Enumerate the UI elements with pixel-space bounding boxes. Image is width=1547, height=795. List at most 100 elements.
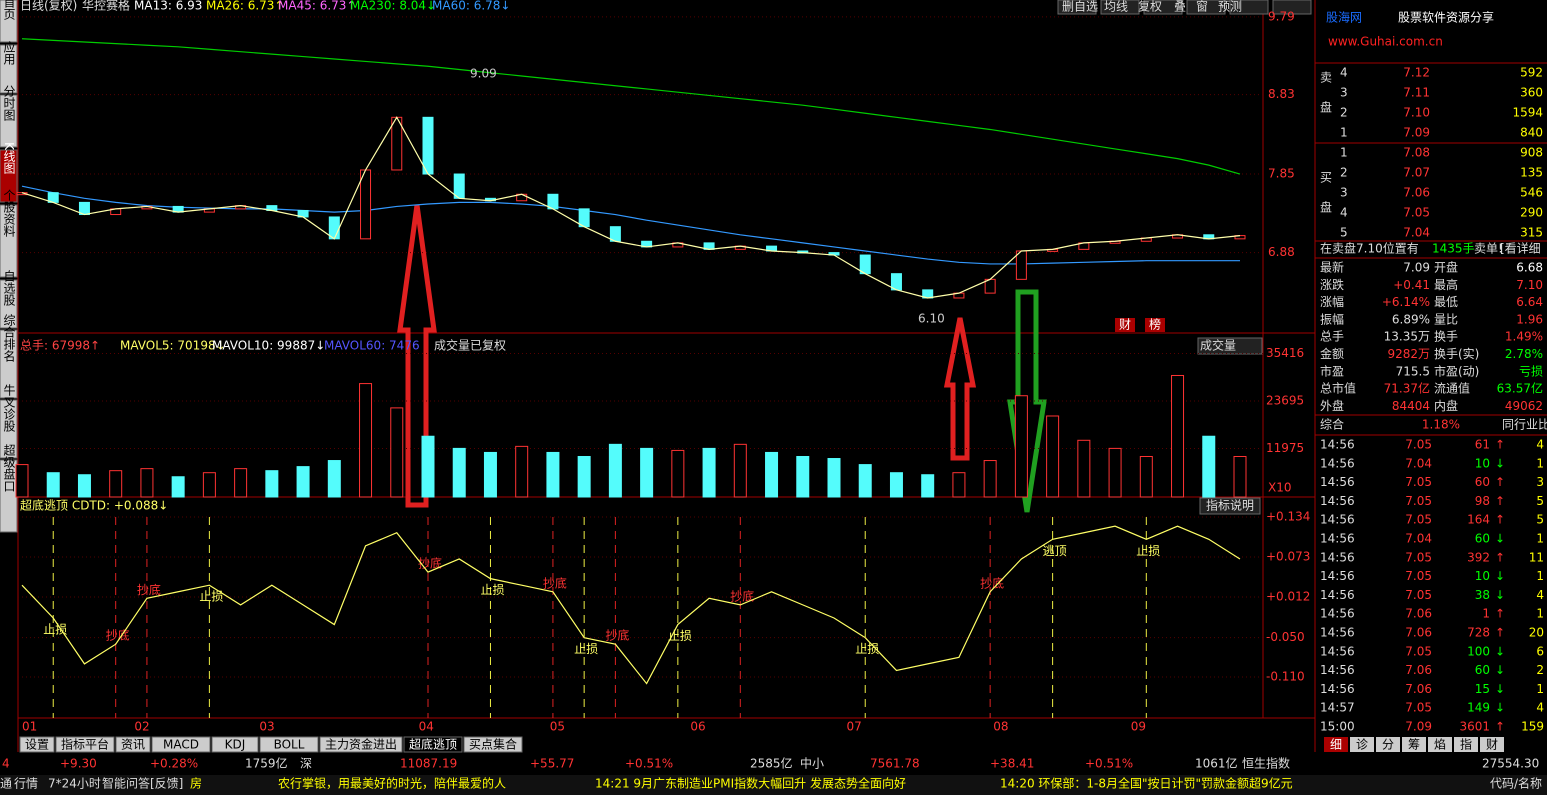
toolbar-button [1100, 0, 1140, 15]
volume-bar [1171, 374, 1185, 498]
toolbar-label[interactable]: 均线 [1104, 0, 1128, 14]
toolbar-label[interactable]: 窗 [1196, 0, 1208, 14]
toolbar-label[interactable]: 预测 [1218, 0, 1242, 14]
toolbar-label[interactable]: 叠 [1174, 0, 1186, 14]
panel-tab[interactable] [1324, 737, 1348, 752]
book-side: 盘 [1320, 100, 1332, 115]
trade-time: 14:56 [1320, 626, 1355, 640]
tab[interactable] [151, 736, 211, 753]
trade-direction: ↑ [1495, 513, 1505, 527]
sidebar-label[interactable]: 超级盘口 [2, 443, 16, 492]
panel-tab[interactable] [1402, 737, 1426, 752]
status-item: 27554.30 [1482, 757, 1539, 771]
volume-bar [577, 455, 591, 498]
y-tick-label: 6.88 [1268, 245, 1295, 259]
tab[interactable] [211, 736, 259, 753]
status-item: +55.77 [530, 757, 574, 771]
candle [422, 116, 434, 175]
stat-label: 最高 [1434, 277, 1458, 292]
panel-tab[interactable] [1454, 737, 1478, 752]
stat-label: 开盘 [1434, 260, 1458, 275]
volume-bar [1014, 395, 1028, 498]
panel-tab[interactable] [1428, 737, 1452, 752]
trade-direction: ↑ [1495, 494, 1505, 508]
trade-time: 14:57 [1320, 701, 1355, 715]
stat-label: 换手 [1434, 330, 1458, 344]
signal-label: 抄底 [605, 628, 629, 643]
legend-item: MA230: 8.04↓ [350, 0, 436, 13]
sidebar-label[interactable]: 综合排名 [2, 314, 16, 362]
toolbar-label[interactable]: 复权 [1138, 0, 1162, 14]
volume-bar [234, 468, 248, 498]
sidebar-label[interactable]: 首页 [2, 0, 16, 21]
panel-tab[interactable] [1376, 737, 1400, 752]
trade-direction: ↑ [1495, 720, 1505, 734]
ticker-item: 智能问答[反馈] [102, 776, 183, 791]
trade-volume: 15 [1475, 682, 1490, 696]
trade-time: 14:56 [1320, 513, 1355, 527]
panel-tab-label: 财 [1486, 738, 1498, 752]
book-side: 买 [1320, 171, 1332, 185]
trade-volume: 728 [1467, 626, 1490, 640]
panel-tab[interactable] [1350, 737, 1374, 752]
sidebar-label[interactable]: 自选股 [2, 270, 16, 307]
sidebar-tab [0, 279, 18, 329]
panel-tab[interactable] [1480, 737, 1504, 752]
legend-item: 成交量已复权 [434, 338, 506, 353]
volume-bar [296, 466, 310, 498]
tab-label: 指标平台 [61, 737, 109, 752]
tab[interactable] [403, 736, 463, 753]
sidebar-label[interactable]: K线图 [2, 142, 16, 174]
sidebar-label[interactable]: 个股资料 [2, 189, 16, 237]
stat-value: 6.89% [1392, 312, 1430, 326]
trade-count: 4 [1536, 438, 1544, 452]
tab[interactable] [19, 736, 55, 753]
tab[interactable] [259, 736, 319, 753]
trade-volume: 61 [1475, 438, 1490, 452]
unit-label: X10 [1268, 481, 1292, 495]
trade-volume: 10 [1475, 569, 1490, 583]
trade-price: 7.05 [1405, 569, 1432, 583]
toolbar-label[interactable]: 删自选 [1062, 0, 1098, 14]
volume-bar [546, 451, 560, 498]
trade-volume: 149 [1467, 701, 1490, 715]
trade-volume: 60 [1475, 475, 1490, 489]
sidebar-tab [0, 204, 18, 278]
sidebar-tab [0, 94, 18, 148]
signal-label: 止损 [43, 622, 67, 636]
stat-label: 换手(实) [1434, 346, 1479, 361]
book-price: 7.09 [1403, 126, 1430, 140]
trade-volume: 3601 [1459, 720, 1490, 734]
selector-label: 成交量 [1200, 338, 1236, 353]
sidebar-label[interactable]: 牛叉诊股 [2, 383, 16, 433]
help-button[interactable] [1199, 497, 1261, 515]
tab[interactable] [115, 736, 151, 753]
trade-count: 3 [1536, 475, 1544, 489]
tab-label: 设置 [25, 738, 49, 752]
trade-direction: ↓ [1495, 701, 1505, 715]
book-level: 4 [1340, 66, 1348, 80]
sidebar-label[interactable]: 应用 [2, 40, 16, 66]
tab-label: 超底逃顶 [409, 737, 457, 752]
book-volume: 360 [1520, 86, 1543, 100]
status-item: 7561.78 [870, 757, 920, 771]
tab[interactable] [463, 736, 523, 753]
tab[interactable] [55, 736, 115, 753]
trade-count: 5 [1536, 494, 1544, 508]
trade-price: 7.05 [1405, 701, 1432, 715]
legend-item: MAVOL60: 7476 [324, 339, 420, 353]
volume-bar [608, 443, 622, 498]
tab[interactable] [319, 736, 403, 753]
volume-bar [265, 470, 279, 498]
status-item: +38.41 [990, 757, 1034, 771]
trade-count: 1 [1536, 532, 1544, 546]
panel-tab-label: 筹 [1408, 738, 1420, 752]
volume-bar [921, 474, 935, 498]
y-tick-label: 7.85 [1268, 167, 1295, 181]
trade-time: 14:56 [1320, 569, 1355, 583]
trade-time: 14:56 [1320, 682, 1355, 696]
logo-slogan: 股票软件资源分享 [1398, 10, 1494, 25]
stat-label: 总市值 [1320, 381, 1356, 396]
sidebar-label[interactable]: 分时图 [2, 85, 16, 121]
frame [17, 0, 1547, 752]
